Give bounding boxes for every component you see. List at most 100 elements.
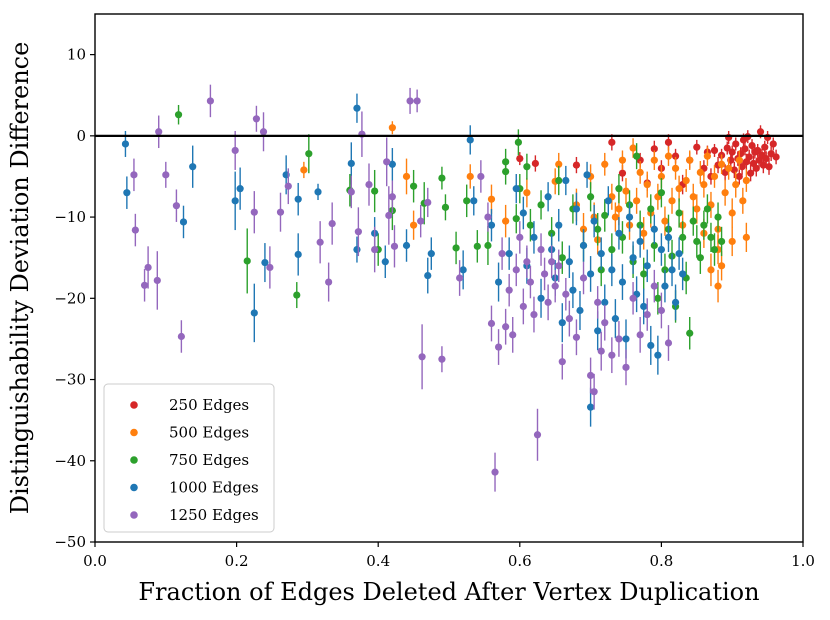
data-point [675,185,683,193]
data-point [654,351,662,359]
data-point [629,254,637,262]
data-point [587,403,595,411]
x-tick-label: 1.0 [791,552,815,570]
data-point [615,185,623,193]
data-point [650,145,658,153]
y-tick-label: 0 [76,127,86,145]
data-point [514,138,522,146]
data-point [284,182,292,190]
data-point [657,172,666,181]
data-point [540,270,549,278]
data-point [723,144,731,152]
data-point [717,262,726,270]
data-point [696,254,704,262]
data-point [601,319,609,327]
data-point [583,171,591,179]
data-point [601,298,609,306]
data-point [438,355,446,363]
x-tick-label: 0.2 [225,552,249,570]
data-point [717,160,726,168]
data-point [738,163,746,171]
data-point [590,388,598,396]
data-point [608,351,616,359]
data-point [636,237,644,246]
data-point [565,315,573,323]
data-point [494,278,503,286]
data-point [597,347,605,355]
data-point [747,169,755,177]
data-point [162,171,170,179]
data-point [640,270,648,278]
data-point [354,228,362,236]
data-point [657,306,666,315]
data-point [752,164,760,172]
data-point [765,163,773,171]
data-point [530,310,538,319]
data-point [484,241,492,250]
data-point [587,371,595,380]
data-point [424,198,432,207]
data-point [650,282,658,290]
data-point [643,262,651,270]
data-point [555,221,563,229]
data-point [531,159,539,168]
data-point [505,286,513,294]
data-point [402,172,411,181]
x-tick-label: 0.4 [366,552,390,570]
data-point [410,221,418,229]
data-point [266,263,274,272]
legend-marker [130,428,138,437]
data-point [700,221,708,229]
data-point [587,193,595,201]
data-point [643,310,651,319]
data-point [463,197,471,205]
data-point [728,148,736,156]
data-point [622,363,630,371]
data-point [696,168,704,176]
data-point [174,111,183,119]
data-point [155,128,163,136]
data-point [772,153,780,161]
data-point [615,205,623,213]
data-point [402,241,411,250]
data-point [618,169,627,177]
data-point [615,335,623,343]
data-point [671,298,680,306]
data-point [650,241,658,250]
data-point [608,266,616,274]
data-point [314,188,322,196]
data-point [487,221,496,229]
series-1000-edges [121,93,687,427]
data-point [347,159,355,168]
data-point [565,258,573,266]
data-point [452,244,460,252]
data-point [388,160,396,168]
data-point [494,343,503,351]
data-point [601,160,609,168]
data-point [551,282,559,290]
data-point [693,237,701,246]
data-point [721,189,729,197]
data-point [243,257,251,265]
data-point [498,250,506,258]
data-point [679,233,687,241]
data-point [484,213,492,221]
data-point [594,298,602,306]
data-point [700,180,708,189]
data-point [601,211,609,220]
data-point [502,323,510,331]
data-point [622,335,630,343]
data-point [140,281,149,289]
data-point [608,245,616,254]
data-point [732,140,740,148]
data-point [491,468,499,476]
data-point [594,225,602,233]
x-tick-label: 0.0 [83,552,107,570]
data-point [177,332,185,341]
legend-label: 750 Edges [169,451,249,469]
x-tick-label: 0.6 [508,552,532,570]
data-point [689,193,697,201]
data-point [537,201,545,209]
data-point [682,176,690,185]
plot-frame [94,13,804,543]
